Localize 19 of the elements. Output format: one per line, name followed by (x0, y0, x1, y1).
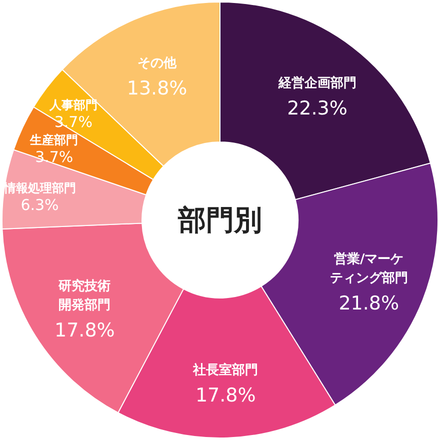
slice-label: 研究技術 (58, 278, 111, 294)
data-label: 6.3% (20, 196, 59, 214)
slice-label: 社長室部門 (193, 362, 258, 378)
slice-label: 情報処理部門 (4, 180, 76, 195)
data-label: 3.7% (54, 112, 92, 131)
data-label: 17.8% (54, 319, 115, 342)
data-label: 21.8% (338, 292, 400, 315)
slice-label: 営業/マーケ (334, 252, 404, 268)
data-label: 22.3% (287, 97, 348, 120)
data-label: 17.8% (195, 384, 256, 406)
slice-label: 経営企画部門 (278, 76, 356, 91)
slice-label: 生産部門 (30, 132, 78, 147)
text: 部門別 (177, 204, 262, 236)
slice-label: 人事部門 (49, 98, 98, 112)
slice-label: ティング部門 (330, 271, 408, 286)
data-label: 3.7% (35, 148, 74, 166)
slice-label: 開発部門 (58, 298, 111, 313)
slice-label: その他 (138, 56, 177, 71)
data-label: 13.8% (126, 77, 188, 100)
